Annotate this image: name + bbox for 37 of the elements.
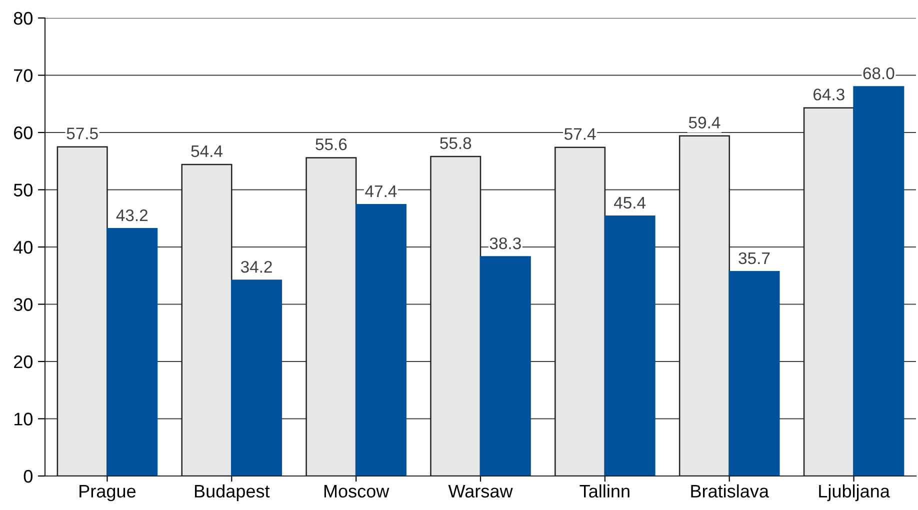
x-tick-label: Bratislava <box>691 484 769 498</box>
data-label: 57.4 <box>564 128 596 140</box>
y-tick-label: 80 <box>14 12 32 25</box>
data-label: 47.4 <box>365 186 397 198</box>
y-tick-label: 0 <box>24 470 32 483</box>
data-label: 54.4 <box>191 145 222 158</box>
data-label: 68.0 <box>863 67 894 80</box>
y-tick-label: 70 <box>14 69 32 82</box>
x-tick-label: Budapest <box>194 484 270 502</box>
data-label: 55.8 <box>440 137 472 150</box>
data-label: 43.2 <box>116 209 148 222</box>
x-tick-label: Tallinn <box>580 484 630 498</box>
data-label: 35.7 <box>738 252 770 264</box>
data-label: 45.4 <box>614 196 646 209</box>
y-tick-label: 10 <box>14 412 32 426</box>
bar <box>853 86 904 476</box>
data-label: 34.2 <box>240 260 272 273</box>
data-label: 38.3 <box>490 237 521 250</box>
bar <box>604 215 656 476</box>
bar <box>728 270 780 476</box>
y-tick-label: 40 <box>14 240 32 254</box>
data-label: 59.4 <box>688 116 720 128</box>
bar <box>106 228 158 476</box>
x-tick-label: Warsaw <box>448 484 513 498</box>
data-label: 57.5 <box>66 128 98 140</box>
x-tick-label: Ljubljana <box>819 484 890 502</box>
x-tick-label: Prague <box>80 484 136 502</box>
y-tick-label: 20 <box>14 355 32 368</box>
y-tick-label: 60 <box>14 126 32 140</box>
y-tick-label: 50 <box>14 184 32 196</box>
y-tick-label: 30 <box>14 298 32 311</box>
bar <box>355 204 406 476</box>
bar <box>231 280 282 476</box>
x-tick-label: Moscow <box>324 484 390 498</box>
data-label: 55.6 <box>316 138 347 150</box>
bar <box>480 256 531 476</box>
data-label: 64.3 <box>814 88 844 100</box>
